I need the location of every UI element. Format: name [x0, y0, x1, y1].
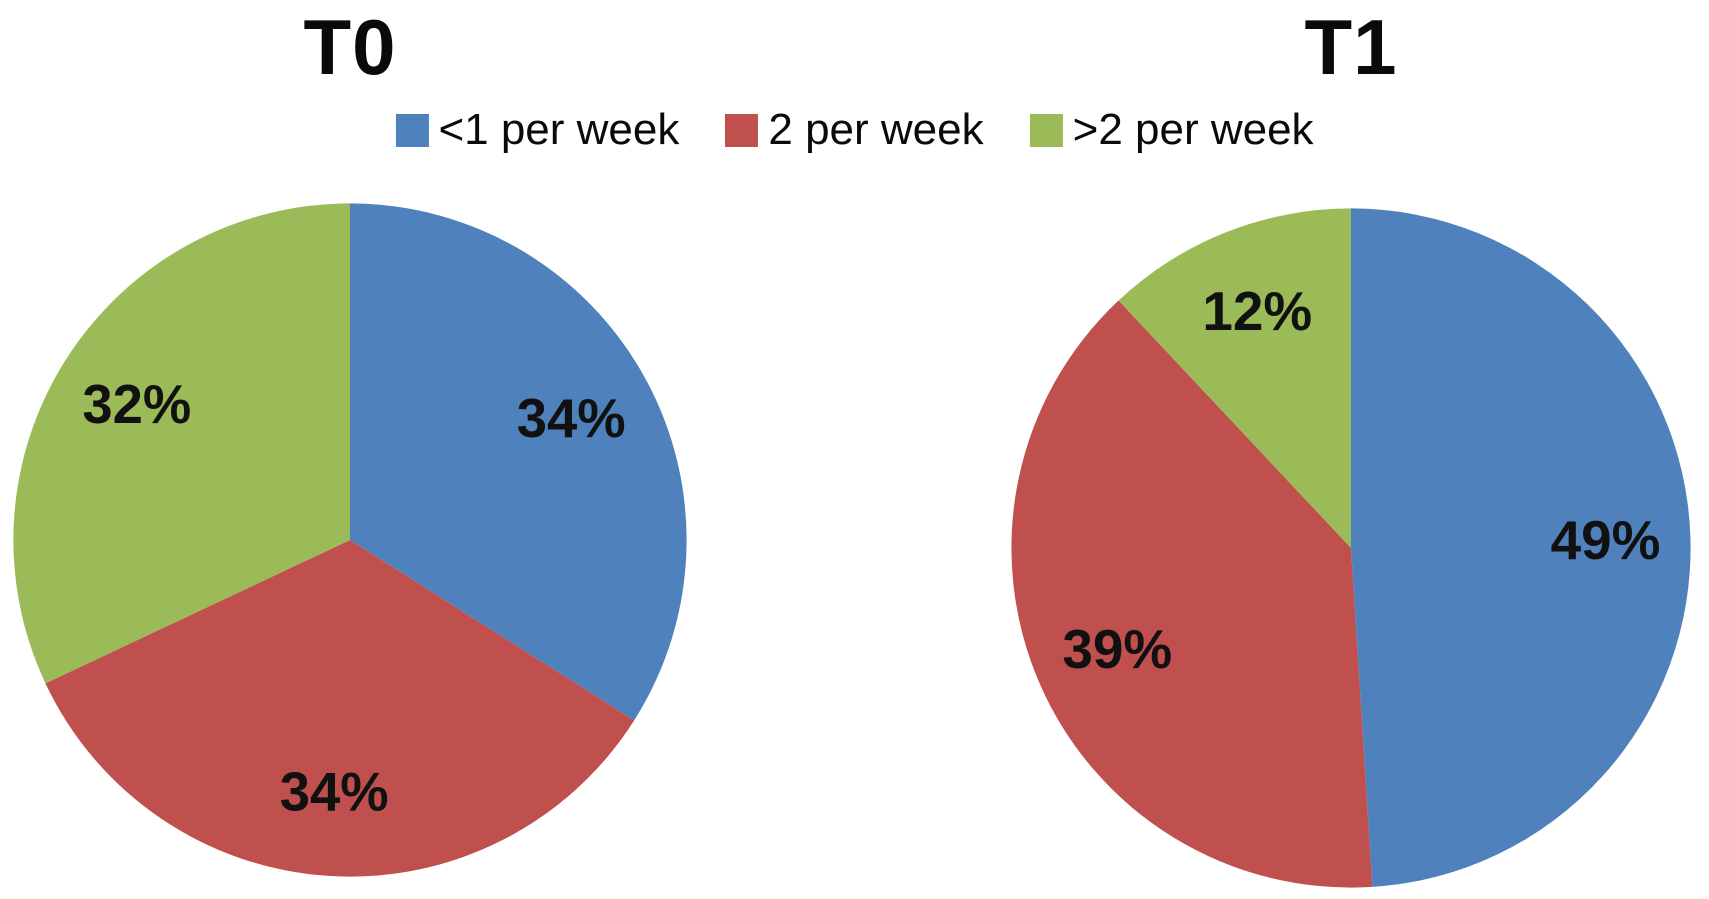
pie-value-label-t1-3: 12% [1202, 280, 1312, 342]
pie-slice-t0-1 [350, 203, 687, 721]
pie-slice-t1-1 [1351, 208, 1691, 887]
blue-square-icon [395, 113, 429, 147]
pie-value-label-t0-2: 34% [280, 761, 389, 822]
pie-slice-t0-3 [13, 203, 350, 684]
pie-value-label-t0-1: 34% [517, 388, 626, 449]
legend-label: 2 per week [768, 105, 984, 154]
legend-label: >2 per week [1072, 105, 1314, 154]
red-square-icon [725, 113, 759, 147]
pie-chart-t0: 34% 34% 32% [13, 203, 687, 877]
pie-slice-t1-3 [1118, 208, 1351, 548]
pie-slice-t0-2 [45, 540, 635, 877]
pie-chart-t1: 49% 39% 12% [1011, 208, 1691, 888]
pie-slice-t1-2 [1011, 300, 1373, 888]
green-square-icon [1029, 113, 1063, 147]
pie-value-label-t0-3: 32% [82, 374, 191, 435]
pie-value-label-t1-1: 49% [1551, 509, 1661, 571]
legend-label: <1 per week [438, 105, 680, 154]
legend-item-2: 2 per week [725, 105, 984, 154]
pie-value-label-t1-2: 39% [1062, 618, 1172, 680]
legend-item-3: >2 per week [1029, 105, 1314, 154]
legend-item-1: <1 per week [395, 105, 680, 154]
chart-title-t1: T1 [1304, 3, 1398, 91]
legend: <1 per week 2 per week >2 per week [395, 105, 1314, 154]
chart-title-t0: T0 [303, 3, 397, 91]
